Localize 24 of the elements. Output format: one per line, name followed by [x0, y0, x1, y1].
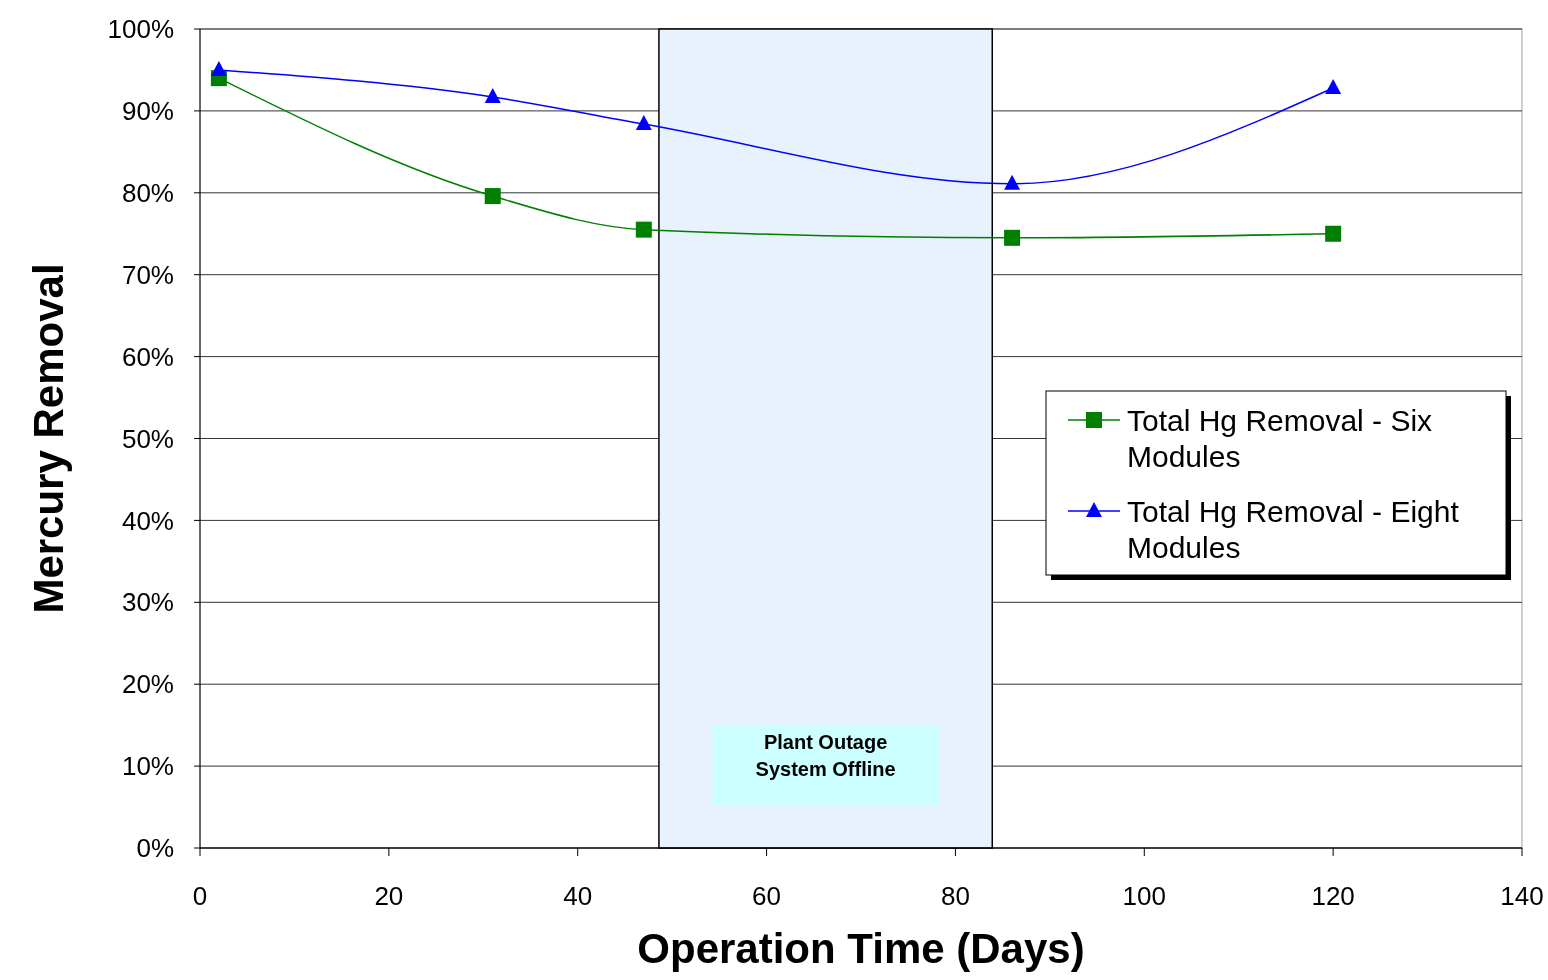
legend-label: Total Hg Removal - Eight Modules — [1127, 494, 1460, 564]
x-tick-label: 120 — [1311, 881, 1355, 911]
y-tick-label: 0% — [136, 833, 174, 864]
x-tick-label: 140 — [1500, 881, 1544, 911]
x-tick-label: 0 — [192, 881, 208, 911]
y-tick-label: 20% — [121, 669, 174, 700]
y-axis-title: Mercury Removal — [25, 263, 72, 614]
y-tick-label: 40% — [121, 505, 174, 536]
x-tick-label: 80 — [940, 881, 970, 911]
y-tick-label: 30% — [121, 587, 174, 618]
y-tick-label: 10% — [121, 751, 174, 782]
y-tick-label: 90% — [121, 96, 174, 126]
x-tick-label: 100 — [1122, 881, 1166, 911]
x-axis-title: Operation Time (Days) — [637, 925, 1085, 972]
x-tick-label: 20 — [374, 881, 404, 911]
y-tick-label: 80% — [121, 177, 174, 208]
y-tick-label: 60% — [121, 341, 174, 372]
x-tick-label: 60 — [752, 881, 782, 911]
y-tick-label: 50% — [121, 423, 174, 454]
band-label: Plant Outage System Offline — [755, 731, 896, 780]
y-tick-label: 100% — [107, 14, 174, 45]
y-tick-label: 70% — [121, 259, 174, 290]
legend-label: Total Hg Removal - Six Modules — [1127, 403, 1433, 473]
x-tick-label: 40 — [563, 881, 593, 911]
